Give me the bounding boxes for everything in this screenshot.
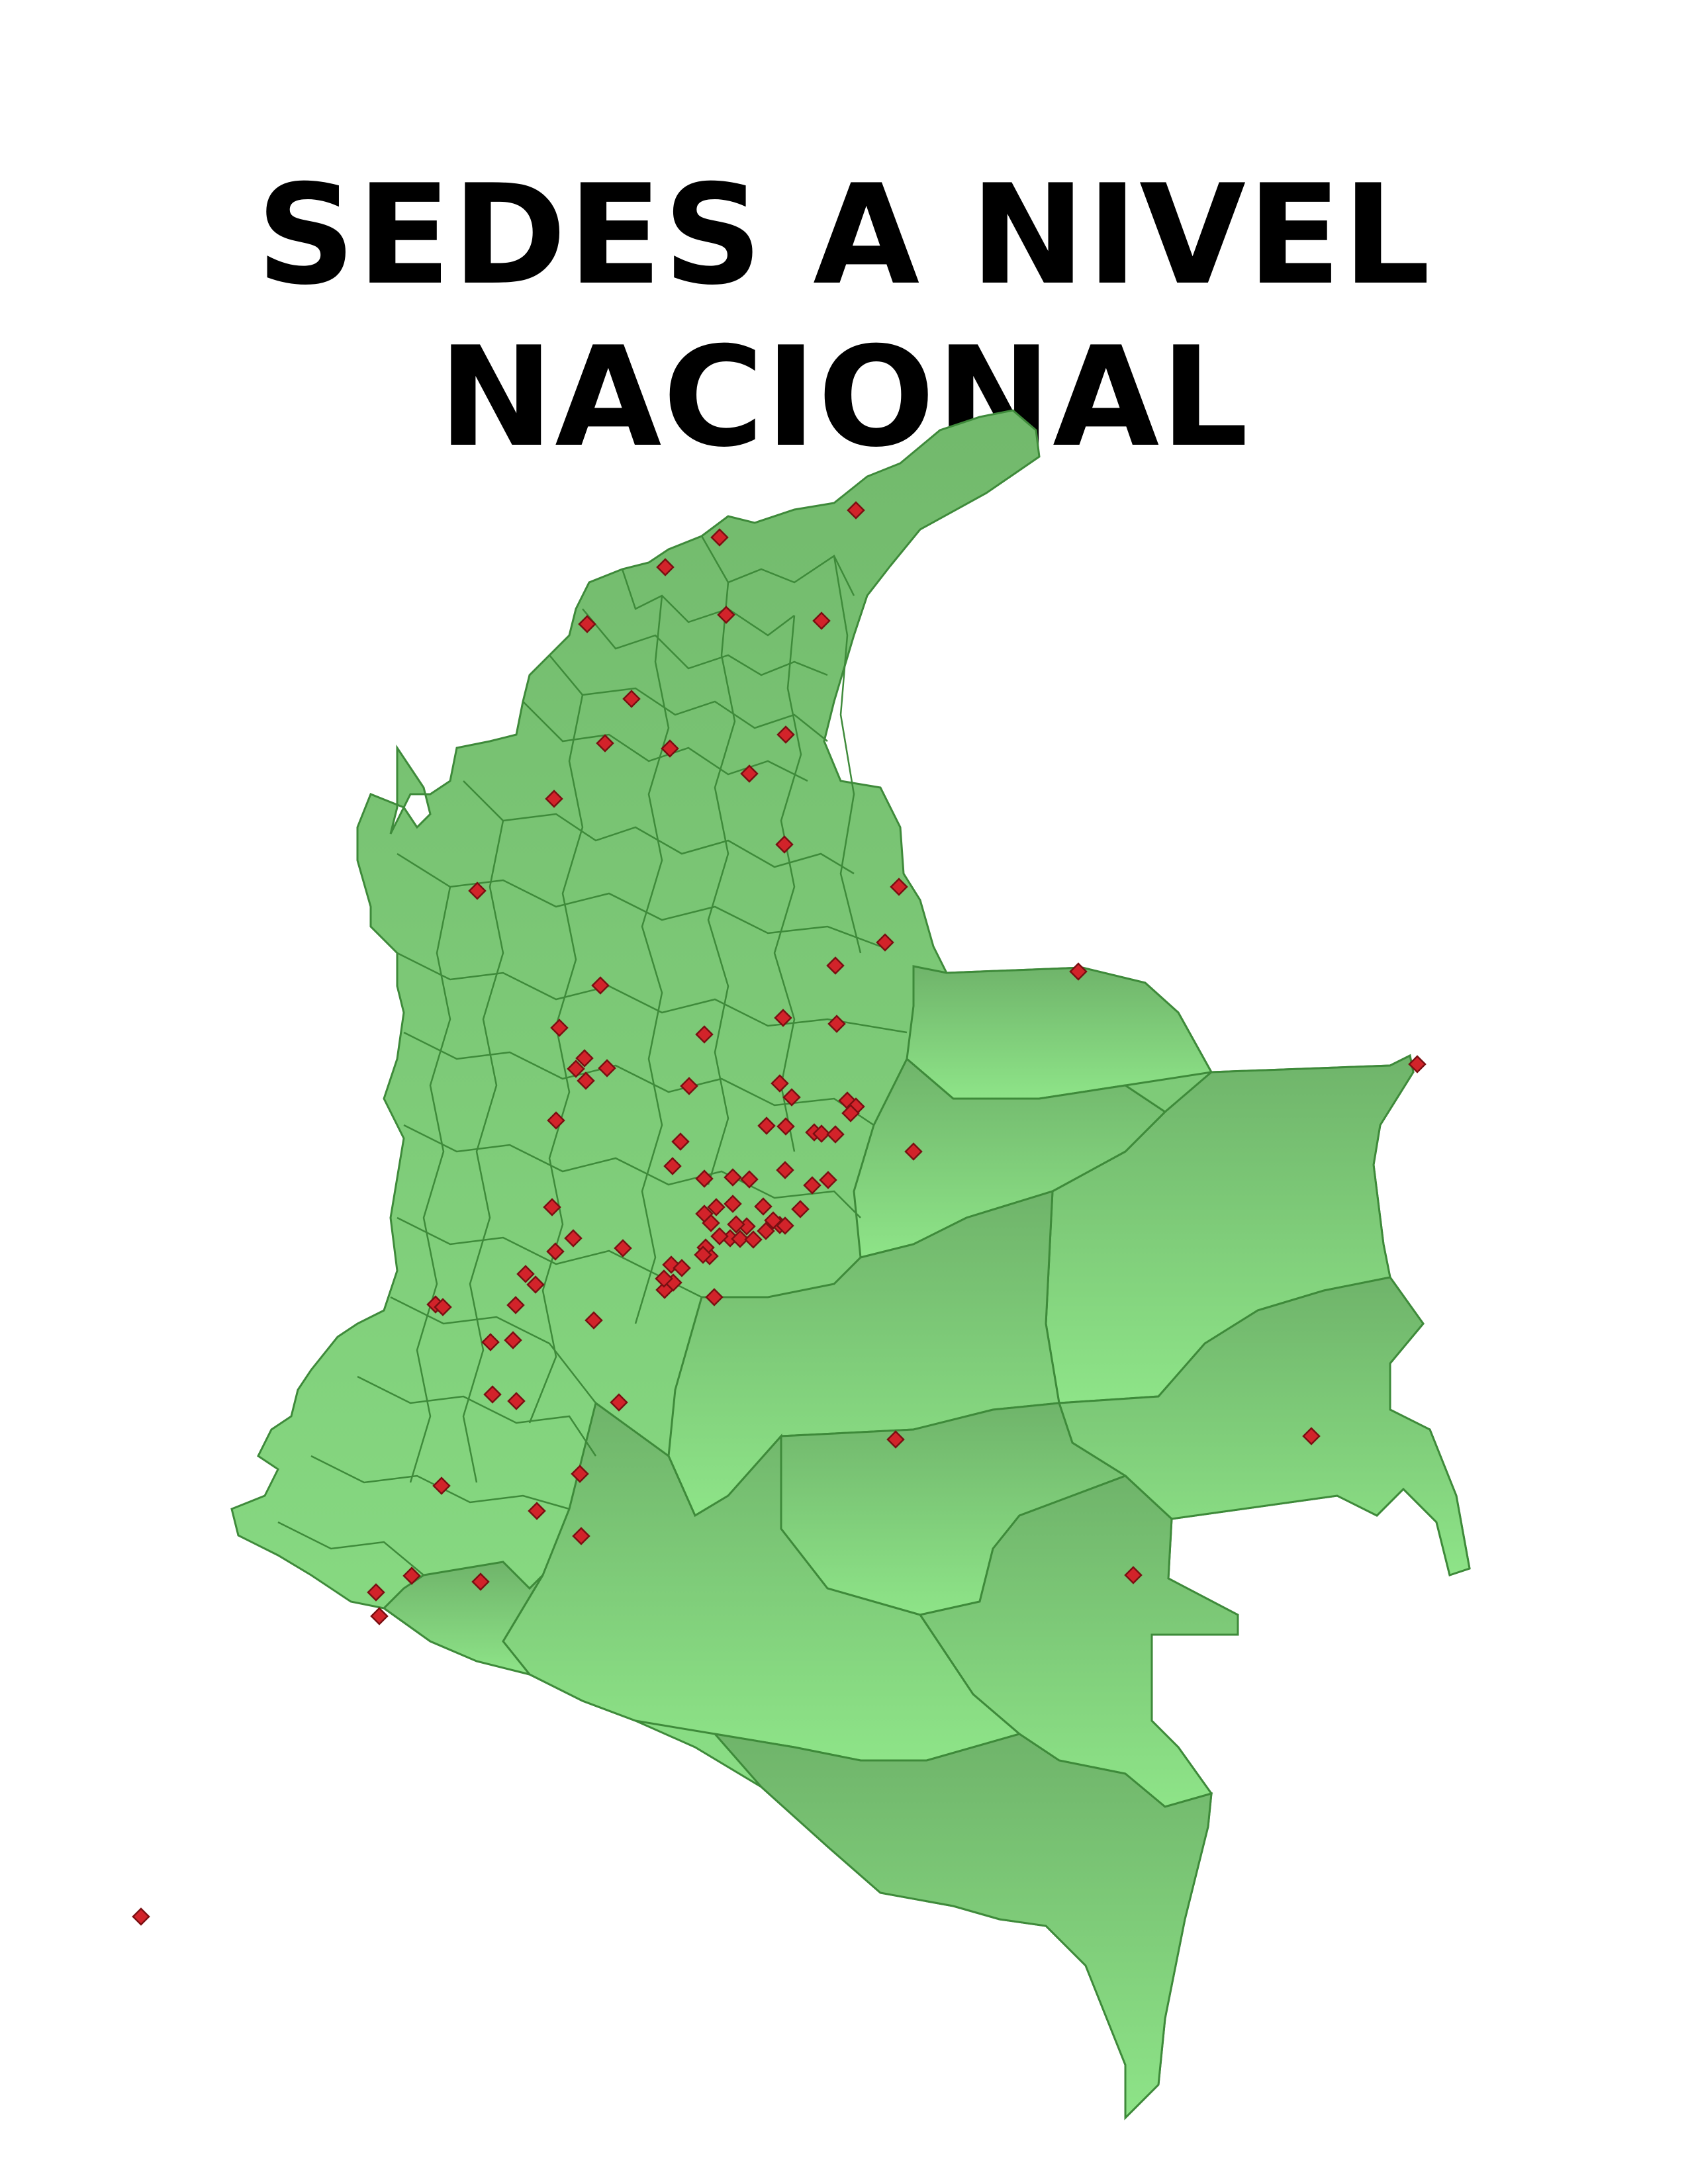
sede-marker [724,1168,742,1187]
sede-marker [614,1239,632,1257]
sede-marker [471,1572,490,1591]
sede-marker [367,1583,385,1602]
sede-marker [680,1077,698,1095]
sede-marker [507,1392,526,1410]
department-amazonas [712,1732,1213,2120]
sede-marker [827,1015,846,1033]
department-putumayo [382,1561,544,1676]
sede-marker [764,1211,782,1230]
sede-marker [757,1222,775,1240]
sede-marker [655,1281,674,1299]
sede-marker [622,690,641,708]
sede-marker [774,1009,792,1027]
sede-marker [577,1071,595,1090]
sede-marker [776,1161,794,1179]
sede-marker [547,1111,565,1130]
sede-marker [727,1215,745,1234]
sede-marker [434,1298,452,1316]
sede-marker [506,1296,525,1314]
sede-marker [546,1242,565,1261]
sede-marker [655,1269,673,1288]
sede-marker [550,1019,569,1037]
sede-marker [481,1333,500,1351]
department-guainia [1057,1276,1471,1576]
sede-marker [516,1265,535,1283]
sede-marker [1069,962,1088,981]
title-line-2: NACIONAL [438,318,1250,478]
sede-marker [575,1049,594,1068]
sede-marker [543,1198,561,1216]
sede-marker [771,1074,789,1093]
sede-marker [776,1117,795,1136]
sede-marker [740,764,759,783]
sede-marker [572,1527,590,1545]
sede-marker [695,1169,714,1188]
sede-marker [782,1088,801,1107]
sede-marker [775,835,794,854]
sede-marker [1408,1055,1427,1073]
sede-marker [432,1477,451,1495]
sede-marker [754,1197,773,1216]
sede-marker [803,1176,821,1195]
sede-marker [673,1259,691,1277]
sede-marker [791,1200,810,1218]
sede-marker [841,1104,860,1122]
sede-marker [886,1430,905,1449]
sede-marker [468,882,487,900]
sede-marker [819,1171,837,1189]
sede-marker [890,878,908,896]
sede-marker [571,1465,589,1483]
sede-marker [596,734,614,752]
sede-marker [661,739,679,758]
sede-marker [731,1230,749,1248]
sede-marker [1302,1427,1321,1445]
sede-marker [740,1170,759,1189]
sede-marker [776,725,795,744]
sede-marker [757,1116,776,1135]
sede-marker [812,612,831,630]
sede-marker [724,1195,742,1213]
sede-marker [578,615,596,633]
sede-marker [663,1157,682,1175]
sede-marker [694,1246,712,1264]
sede-marker [528,1502,546,1520]
sede-marker [812,1124,831,1143]
sede-marker [695,1025,714,1044]
sede-marker [370,1607,389,1625]
sede-marker [717,606,735,624]
sede-marker [585,1311,603,1330]
sede-marker [545,790,563,808]
sede-marker [656,558,675,576]
sede-marker [132,1907,150,1926]
sede-marker [402,1567,421,1585]
sede-marker [591,976,610,995]
sede-markers [132,501,1427,1926]
department-arauca [906,965,1213,1100]
sede-marker [1124,1566,1143,1584]
sede-marker [526,1275,545,1294]
sede-marker [671,1132,690,1151]
sede-marker [695,1205,714,1223]
sede-marker [705,1288,724,1306]
sede-marker [710,528,729,547]
page-title: SEDES A NIVEL NACIONAL [0,155,1688,479]
sede-marker [876,933,894,952]
sede-marker [483,1385,502,1404]
title-line-1: SEDES A NIVEL [256,156,1432,316]
sede-marker [744,1230,763,1249]
sede-marker [904,1142,923,1161]
sede-marker [826,1125,845,1144]
sede-marker [707,1198,726,1216]
sede-marker [826,956,845,975]
sede-marker [564,1229,583,1248]
sede-marker [504,1331,522,1349]
sede-marker [776,1216,794,1235]
sede-marker [847,501,865,520]
sede-marker [610,1393,628,1412]
sede-marker [567,1060,585,1078]
sede-marker [598,1059,616,1077]
sede-marker [710,1227,729,1246]
